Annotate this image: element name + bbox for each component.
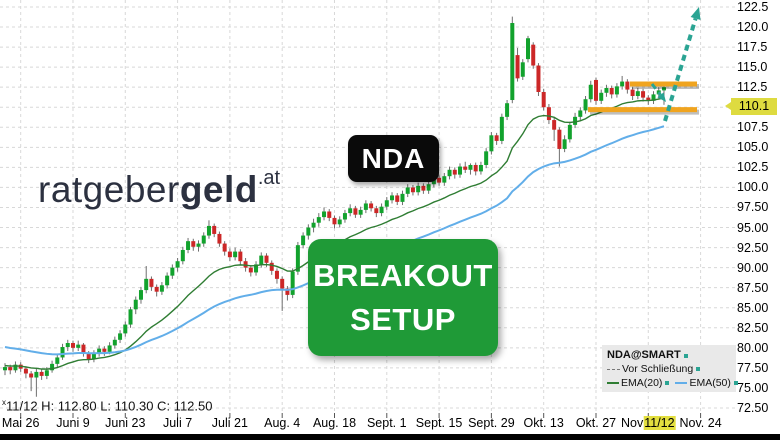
x-axis-label: Aug. 18 — [312, 416, 357, 430]
chart-legend: NDA@SMART Vor Schließung EMA(20) EMA(50) — [602, 345, 738, 392]
x-axis-label: Nov11/12 — [620, 416, 676, 430]
y-axis-label: 120.0 — [737, 20, 769, 35]
x-axis-label: Okt. 27 — [575, 416, 617, 430]
pullback-arrow — [650, 83, 666, 102]
x-axis-label: Sept. 15 — [415, 416, 463, 430]
legend-item-ema50[interactable]: EMA(50) — [675, 377, 738, 389]
y-axis-label: 72.50 — [737, 400, 769, 415]
y-axis-label: 105.0 — [737, 140, 769, 155]
y-axis-label: 85.00 — [737, 300, 769, 315]
legend-item-label: EMA(50) — [689, 377, 731, 389]
x-axis-label: Mai 26 — [1, 416, 40, 430]
x-axis-label: Aug. 4 — [264, 416, 301, 430]
watermark-part2: geld — [179, 169, 258, 210]
ohlc-status-line: x11/12 H: 112.80 L: 110.30 C: 112.50 — [2, 398, 212, 413]
y-axis-label: 122.5 — [737, 0, 769, 14]
x-axis-label: Nov. 24 — [679, 416, 722, 430]
watermark-part1: ratgeber — [38, 169, 180, 210]
x-axis-label: Sept. 29 — [468, 416, 515, 430]
legend-marker-icon — [733, 381, 738, 385]
breakout-arrow — [663, 7, 701, 122]
y-axis-label: 97.50 — [737, 200, 769, 215]
legend-item-label: Vor Schließung — [622, 363, 694, 375]
y-axis-label: 102.5 — [737, 160, 769, 175]
x-axis-label: Juli 21 — [211, 416, 248, 430]
ohlc-prefix: x — [2, 398, 6, 407]
y-axis-label: 117.5 — [737, 40, 768, 55]
date-highlight-badge: 11/12 — [643, 416, 676, 430]
ohlc-text: 11/12 H: 112.80 L: 110.30 C: 112.50 — [6, 398, 213, 414]
bottom-border-bar — [0, 434, 780, 440]
legend-marker-icon — [665, 381, 670, 385]
y-axis-label: 80.00 — [737, 340, 769, 355]
breakout-line1: BREAKOUT — [313, 257, 493, 293]
current-price-badge: 110.1 — [725, 98, 777, 116]
x-axis-label: Juli 7 — [162, 416, 193, 430]
y-axis-label: 82.50 — [737, 320, 769, 335]
ema20-line-icon — [607, 382, 619, 384]
y-axis-label: 92.50 — [737, 240, 769, 255]
legend-item-label: EMA(20) — [621, 377, 663, 389]
x-axis-label: Sept. 1 — [366, 416, 407, 430]
breakout-line2: SETUP — [350, 301, 456, 337]
symbol-badge: NDA — [348, 135, 439, 182]
y-axis-label: 115.0 — [737, 60, 768, 75]
x-axis-label: Okt. 13 — [523, 416, 564, 430]
y-axis-label: 75.00 — [737, 380, 769, 395]
candles-layer — [3, 16, 666, 397]
legend-marker-icon — [696, 367, 701, 371]
breakout-setup-badge: BREAKOUT SETUP — [308, 239, 498, 356]
x-axis-label: Juni 9 — [56, 416, 90, 430]
watermark-suffix: .at — [257, 167, 281, 189]
watermark: ratgebergeld.at — [38, 167, 280, 211]
date-axis: Mai 26 Juni 9 Juni 23 Juli 7 Juli 21 Aug. 4 Au… — [0, 414, 735, 434]
legend-marker-icon — [683, 354, 688, 358]
legend-item-ema20[interactable]: EMA(20) — [607, 377, 670, 389]
legend-item-vor-schliessung[interactable]: Vor Schließung — [607, 363, 731, 375]
y-axis-label: 100.0 — [737, 180, 769, 195]
legend-title[interactable]: NDA@SMART — [607, 349, 731, 361]
y-axis-label: 90.00 — [737, 260, 769, 275]
dashed-line-icon — [607, 368, 620, 370]
y-axis-label: 77.50 — [737, 360, 769, 375]
y-axis-label: 87.50 — [737, 280, 769, 295]
symbol-badge-label: NDA — [361, 142, 426, 174]
y-axis-label: 112.5 — [737, 80, 768, 95]
price-axis: 122.5 120.0 117.5 115.0 112.5 107.5 105.0 102.5… — [735, 0, 780, 434]
y-axis-label: 107.5 — [737, 120, 769, 135]
y-axis-label: 95.00 — [737, 220, 769, 235]
x-axis-label: Juni 23 — [105, 416, 146, 430]
ema50-line-icon — [675, 382, 688, 384]
